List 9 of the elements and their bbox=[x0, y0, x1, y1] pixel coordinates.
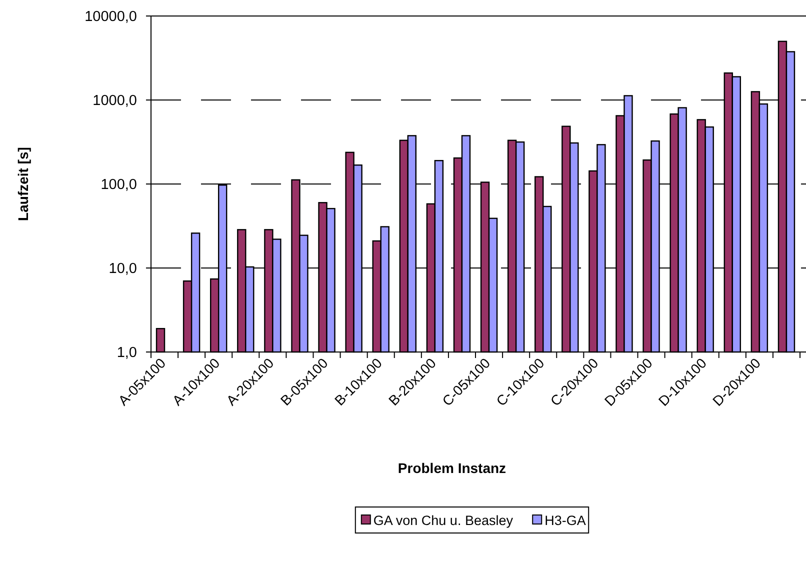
legend-label: GA von Chu u. Beasley bbox=[373, 513, 514, 528]
legend-label: H3-GA bbox=[544, 513, 586, 528]
y-tick-label: 100,0 bbox=[100, 177, 137, 194]
x-axis-title: Problem Instanz bbox=[398, 460, 506, 476]
y-axis-title: Laufzeit [s] bbox=[15, 147, 31, 221]
y-tick-label: 1000,0 bbox=[92, 93, 137, 110]
y-tick-label: 10,0 bbox=[108, 261, 137, 278]
y-tick-label: 10000,0 bbox=[84, 9, 137, 26]
y-tick-label: 1,0 bbox=[116, 345, 137, 362]
